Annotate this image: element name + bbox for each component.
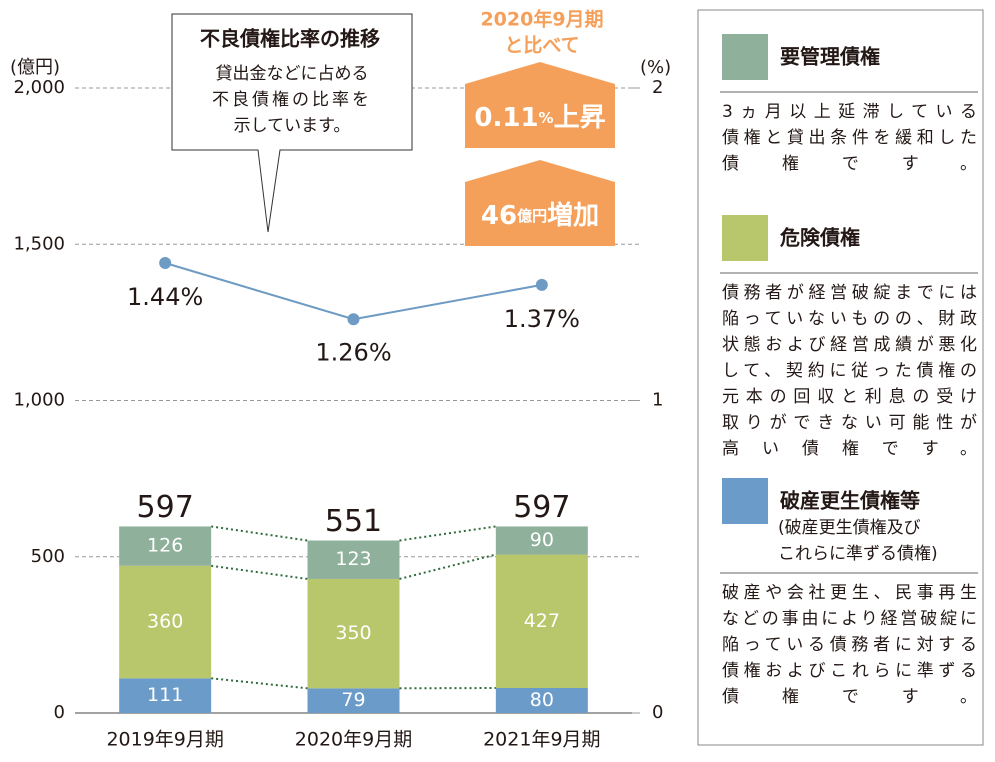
y-tick-label: 2,000	[13, 77, 65, 98]
comparison-text: 2020年9月期	[480, 8, 603, 31]
y2-tick-label: 1	[652, 390, 663, 411]
y2-axis-label: (%)	[640, 57, 671, 78]
bar-segment	[307, 540, 400, 579]
ratio-label: 1.44%	[127, 283, 203, 311]
bar-segment	[495, 554, 588, 688]
callout-box	[171, 13, 413, 233]
legend-note: (破産更生債権及び	[778, 518, 921, 538]
connector-line	[211, 525, 308, 542]
badge-text: 0.11%上昇	[474, 103, 605, 133]
ratio-marker	[159, 257, 172, 269]
legend-description: 元本の回収と利息の受け	[722, 387, 977, 407]
badge-text: 増加	[547, 201, 599, 231]
connector-line	[211, 677, 308, 690]
badge-text: 上昇	[554, 103, 606, 133]
y-tick-label: 0	[54, 702, 65, 723]
bar-segment	[495, 688, 588, 713]
x-tick-label: 2021年9月期	[483, 729, 600, 751]
legend-swatch	[722, 34, 768, 80]
legend-label: 要管理債権	[780, 45, 880, 69]
callout-text: 不良債権の比率を	[212, 90, 372, 110]
bar-segment	[307, 688, 400, 713]
connector-line	[399, 525, 496, 542]
callout-text: 示しています。	[234, 116, 351, 136]
callout-title: 不良債権比率の推移	[200, 27, 380, 51]
legend-description: などの事由により経営破綻に	[722, 609, 977, 629]
total-label: 597	[513, 490, 570, 525]
bar-value-label: 427	[524, 610, 560, 632]
badge	[465, 62, 615, 148]
bar-value-label: 126	[147, 535, 183, 557]
badge-text: 46億円増加	[481, 201, 599, 231]
bar-segment	[495, 526, 588, 555]
comparison-text: と比べて	[504, 35, 579, 57]
x-tick-label: 2020年9月期	[295, 729, 412, 751]
x-tick-label: 2019年9月期	[106, 729, 223, 751]
total-label: 551	[325, 504, 382, 539]
legend-swatch	[722, 478, 768, 524]
bar-value-label: 123	[335, 548, 371, 570]
y-tick-label: 1,000	[13, 390, 65, 411]
bar-segment	[119, 526, 212, 566]
bar-segment	[307, 578, 400, 689]
badge	[465, 160, 615, 246]
bar-value-label: 111	[147, 684, 183, 706]
badge-number: 46	[481, 201, 517, 231]
bar-segment	[119, 678, 212, 713]
y-axis-label: (億円)	[10, 57, 60, 78]
legend-description: 債権です。	[722, 154, 977, 174]
bar-value-label: 350	[335, 622, 371, 644]
legend-label: 破産更生債権等	[780, 489, 920, 513]
ratio-line	[164, 262, 543, 321]
legend-label: 危険債権	[780, 226, 860, 250]
ratio-marker	[347, 313, 360, 326]
legend-description: 取りができない可能性が	[722, 413, 977, 433]
ratio-label: 1.26%	[315, 338, 391, 366]
y2-tick-label: 2	[652, 77, 663, 98]
badge-unit: 億円	[517, 207, 547, 225]
connector-line	[211, 564, 308, 580]
callout-text: 貸出金などに占める	[216, 64, 369, 84]
ratio-label: 1.37%	[504, 305, 580, 333]
total-label: 597	[137, 490, 194, 525]
connector-line	[399, 553, 497, 580]
bar-value-label: 79	[341, 689, 365, 711]
legend-note: これらに準ずる債権)	[778, 544, 938, 564]
bar-value-label: 360	[147, 611, 183, 633]
y2-tick-label: 0	[652, 702, 663, 723]
legend-panel	[697, 9, 984, 746]
legend-swatch	[722, 215, 768, 261]
legend-description: 債権です。	[722, 687, 977, 707]
ratio-marker	[535, 278, 548, 291]
badge-unit: %	[539, 109, 554, 127]
bar-segment	[119, 565, 212, 679]
y-tick-label: 1,500	[13, 233, 65, 254]
bar-value-label: 80	[530, 689, 554, 711]
badge-number: 0.11	[474, 103, 538, 133]
bar-value-label: 90	[530, 529, 554, 551]
y-tick-label: 500	[31, 546, 65, 567]
